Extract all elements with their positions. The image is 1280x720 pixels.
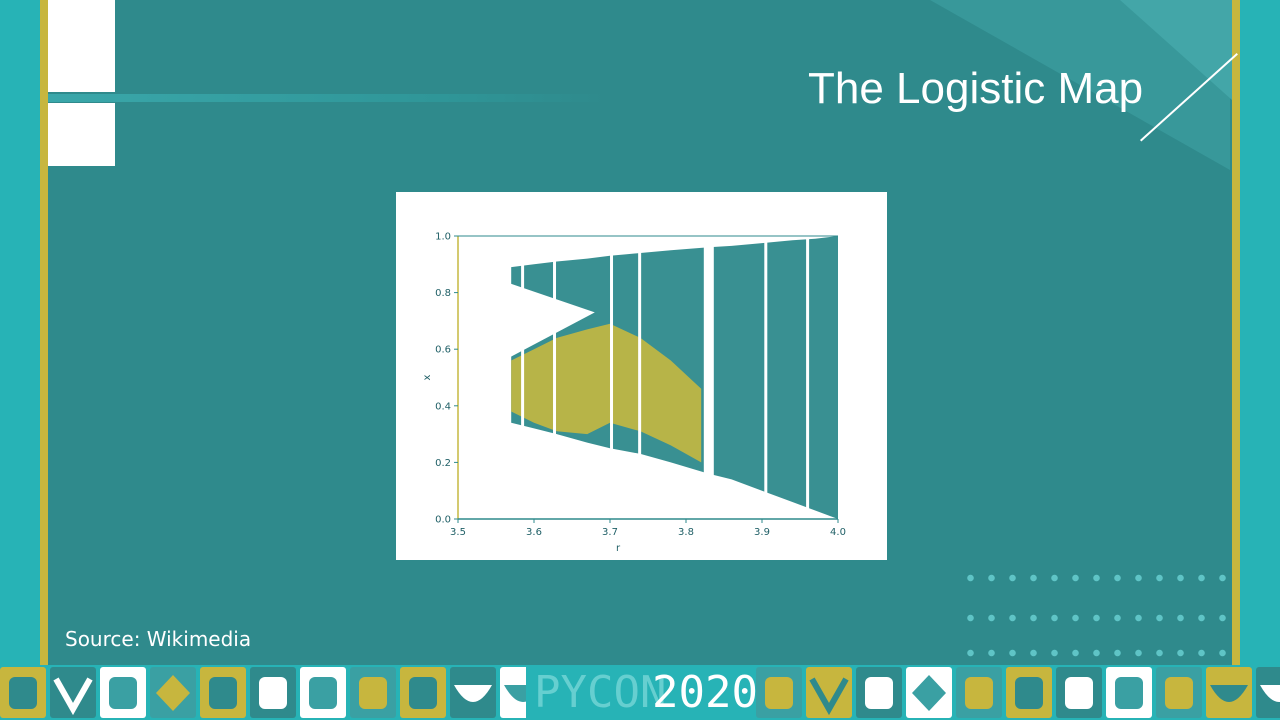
shopping-cart-icon <box>400 667 446 718</box>
chart-card: 3.5 3.6 3.7 3.8 3.9 4.0 0.0 0.2 0.4 0.6 0.8 1.0 r x <box>396 192 887 560</box>
tools-icon <box>350 667 396 718</box>
terminal-icon <box>756 667 802 718</box>
slide-title: The Logistic Map <box>808 64 1144 113</box>
y-tick-label: 0.8 <box>435 288 451 299</box>
diamond-icon <box>906 667 952 718</box>
series-2-band <box>511 323 702 463</box>
bowl-icon <box>450 667 496 718</box>
dot-row-2 <box>960 613 1232 623</box>
bowl-icon <box>1206 667 1252 718</box>
x-axis-label: r <box>616 543 621 554</box>
dot-row-3 <box>960 648 1232 658</box>
left-rail <box>40 0 48 665</box>
castle-icon <box>200 667 246 718</box>
bifurcation-chart: 3.5 3.6 3.7 3.8 3.9 4.0 0.0 0.2 0.4 0.6 0.8 1.0 r x <box>422 232 846 555</box>
footer-icon-strip <box>0 667 1280 718</box>
dot-row-1 <box>960 573 1232 583</box>
y-axis-label: x <box>422 374 433 380</box>
periodic-window-5 <box>703 236 714 519</box>
castle-icon <box>956 667 1002 718</box>
leaf-icon <box>100 667 146 718</box>
decor-block-bottom <box>48 103 115 166</box>
periodic-window-6 <box>764 236 768 519</box>
footer-word-year: 2020 <box>652 667 758 718</box>
bifurcation-gap-wedge <box>503 281 595 361</box>
x-tick-label: 4.0 <box>830 527 846 538</box>
terminal-icon <box>0 667 46 718</box>
left-frame <box>0 0 40 665</box>
periodic-window-1 <box>521 236 525 519</box>
x-tick-label: 3.8 <box>678 527 694 538</box>
decor-bar <box>48 94 608 102</box>
check-icon <box>806 667 852 718</box>
periodic-window-7 <box>806 236 810 519</box>
bridge-icon <box>1256 667 1280 718</box>
y-tick-label: 1.0 <box>435 232 451 243</box>
periodic-window-3 <box>610 236 614 519</box>
y-tick-label: 0.2 <box>435 458 451 469</box>
check-icon <box>50 667 96 718</box>
footer-logo-panel <box>526 665 751 720</box>
right-rail <box>1232 0 1240 665</box>
robot-icon <box>1006 667 1052 718</box>
leaf-icon <box>856 667 902 718</box>
periodic-window-4 <box>638 236 642 519</box>
y-tick-label: 0.0 <box>435 515 451 526</box>
x-tick-label: 3.5 <box>450 527 466 538</box>
periodic-window-2 <box>553 236 557 519</box>
decor-block-top <box>48 0 115 92</box>
shopping-cart-icon <box>1156 667 1202 718</box>
right-frame <box>1240 0 1280 665</box>
x-tick-label: 3.7 <box>602 527 618 538</box>
footer-word-pycon: PYCON <box>534 667 667 718</box>
source-caption: Source: Wikimedia <box>65 627 252 651</box>
y-tick-label: 0.4 <box>435 401 451 412</box>
decor-triangle-inner <box>1120 0 1232 100</box>
calendar-icon <box>1056 667 1102 718</box>
robot-icon <box>250 667 296 718</box>
x-tick-label: 3.6 <box>526 527 542 538</box>
diamond-icon <box>150 667 196 718</box>
y-tick-label: 0.6 <box>435 345 451 356</box>
calendar-icon <box>300 667 346 718</box>
tools-icon <box>1106 667 1152 718</box>
footer-banner: PYCON 2020 <box>0 665 1280 720</box>
x-tick-label: 3.9 <box>754 527 770 538</box>
